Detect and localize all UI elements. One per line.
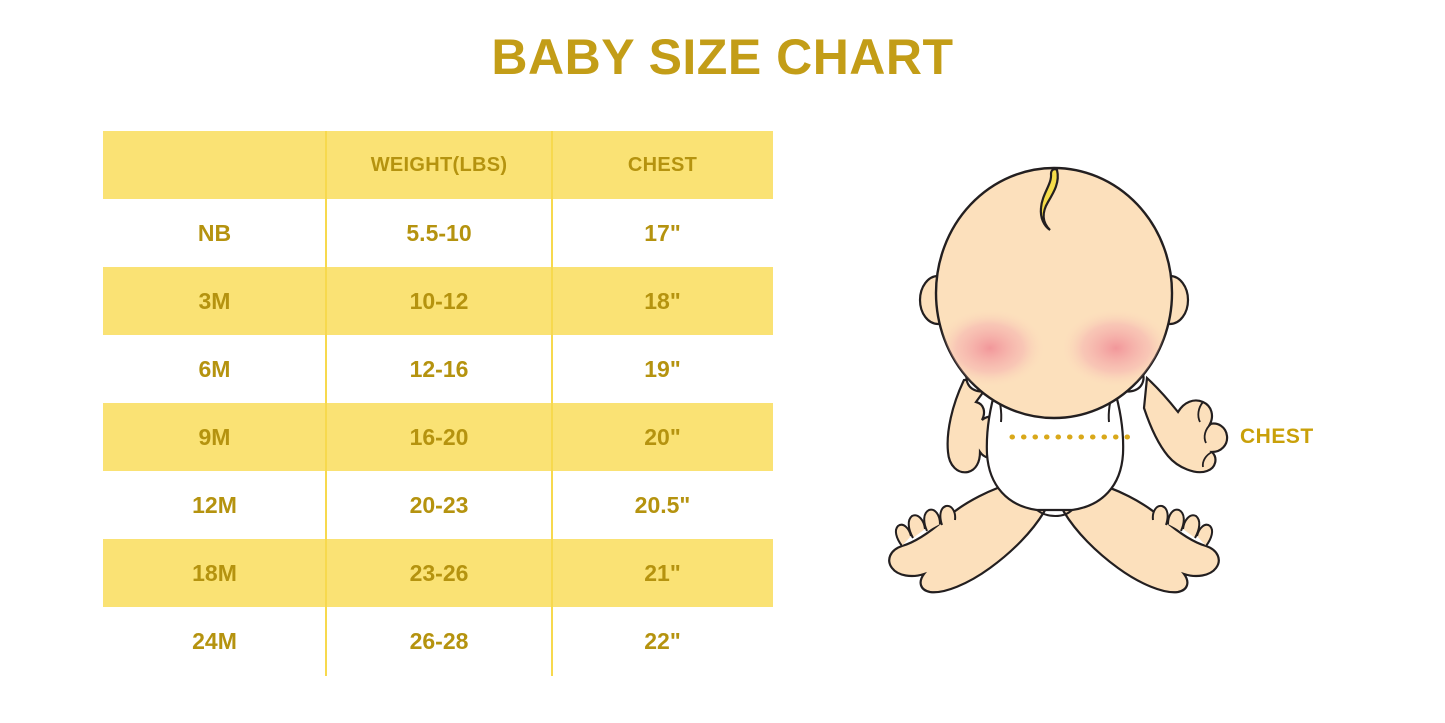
column-divider-2 <box>551 131 553 676</box>
baby-right-leg <box>1059 478 1220 594</box>
cell-chest: 22" <box>644 627 681 654</box>
cell-size: 3M <box>198 287 231 314</box>
cell-chest: 18" <box>644 287 681 314</box>
page-title: BABY SIZE CHART <box>491 29 954 85</box>
cell-chest: 17" <box>644 219 681 246</box>
cell-weight: 20-23 <box>409 491 469 518</box>
table-row: 24M 26-28 22" <box>103 607 773 675</box>
baby-illustration <box>872 150 1272 600</box>
cell-size: 9M <box>198 423 231 450</box>
cell-size: 6M <box>198 355 231 382</box>
cell-weight: 26-28 <box>409 627 469 654</box>
header-cell-chest: CHEST <box>627 153 698 176</box>
cell-size: 24M <box>192 627 237 654</box>
cell-weight: 10-12 <box>409 287 469 314</box>
table-row: 3M 10-12 18" <box>103 267 773 335</box>
table-row: NB 5.5-10 17" <box>103 199 773 267</box>
cell-chest: 20.5" <box>634 491 691 518</box>
cell-weight: 5.5-10 <box>406 219 472 246</box>
column-divider-1 <box>325 131 327 676</box>
blush-right <box>1060 308 1172 388</box>
baby-head <box>918 166 1190 420</box>
cell-size: 18M <box>192 559 237 586</box>
table-row: 6M 12-16 19" <box>103 335 773 403</box>
table-row: 18M 23-26 21" <box>103 539 773 607</box>
cell-weight: 12-16 <box>409 355 469 382</box>
baby-left-leg <box>888 478 1049 594</box>
cell-chest: 21" <box>644 559 681 586</box>
table-row: 12M 20-23 20.5" <box>103 471 773 539</box>
cell-weight: 23-26 <box>409 559 469 586</box>
baby-right-arm <box>1142 375 1229 474</box>
cell-size: 12M <box>192 491 237 518</box>
table-header-row: WEIGHT(LBS) CHEST <box>103 131 773 199</box>
blush-left <box>936 308 1046 388</box>
cell-chest: 20" <box>644 423 681 450</box>
cell-size: NB <box>197 219 232 246</box>
header-cell-weight: WEIGHT(LBS) <box>370 153 508 176</box>
cell-chest: 19" <box>644 355 681 382</box>
table-row: 9M 16-20 20" <box>103 403 773 471</box>
chest-measurement-label: CHEST <box>1240 425 1314 448</box>
cell-weight: 16-20 <box>409 423 469 450</box>
hair-curl-icon <box>1039 168 1059 231</box>
header-cell-size <box>103 131 326 199</box>
baby-size-table: WEIGHT(LBS) CHEST NB 5.5-10 17" 3M 10-12… <box>103 131 773 676</box>
